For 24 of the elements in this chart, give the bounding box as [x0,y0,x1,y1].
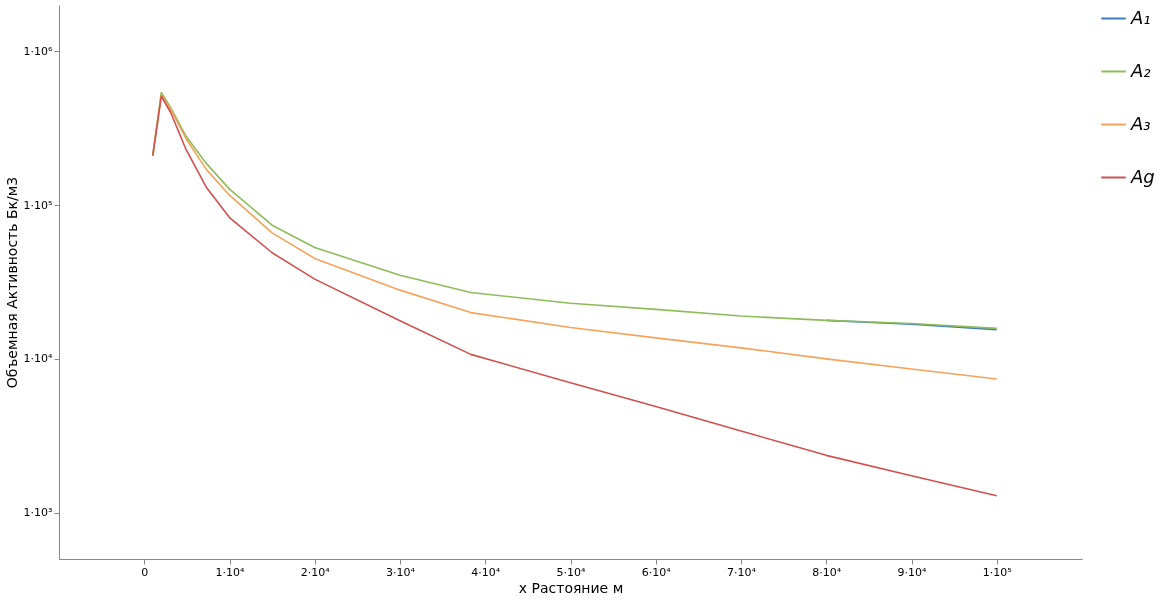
x-tick-label: 0 [141,565,149,579]
line-series [151,91,998,330]
x-axis-title: x Растояние м [518,579,624,596]
y-tick-label: 1·10⁵ [23,198,53,212]
x-tick-label: 7·10⁴ [727,565,757,579]
y-tick-label: 1·10⁶ [23,44,54,58]
legend-label: A₁ [1130,6,1151,28]
x-tick-label: 4·10⁴ [471,565,501,579]
line-series [151,94,998,380]
x-tick-label: 5·10⁴ [556,565,587,579]
y-tick-label: 1·10⁴ [23,352,54,366]
x-tick-label: 8·10⁴ [812,565,842,579]
x-tick-label: 9·10⁴ [897,565,928,579]
y-axis-title: Объемная Активность Бк/м3 [3,176,20,389]
x-tick-label: 1·10⁴ [215,565,246,579]
legend-label: A₃ [1130,112,1151,134]
legend-label: A₂ [1130,59,1151,81]
x-tick-label: 2·10⁴ [300,565,331,579]
legend-label: Ag [1130,165,1155,187]
line-series [151,95,998,497]
x-tick-label: 6·10⁴ [641,565,672,579]
x-tick-label: 1·10⁵ [982,565,1012,579]
y-tick-label: 1·10³ [23,506,53,520]
x-tick-label: 3·10⁴ [386,565,416,579]
